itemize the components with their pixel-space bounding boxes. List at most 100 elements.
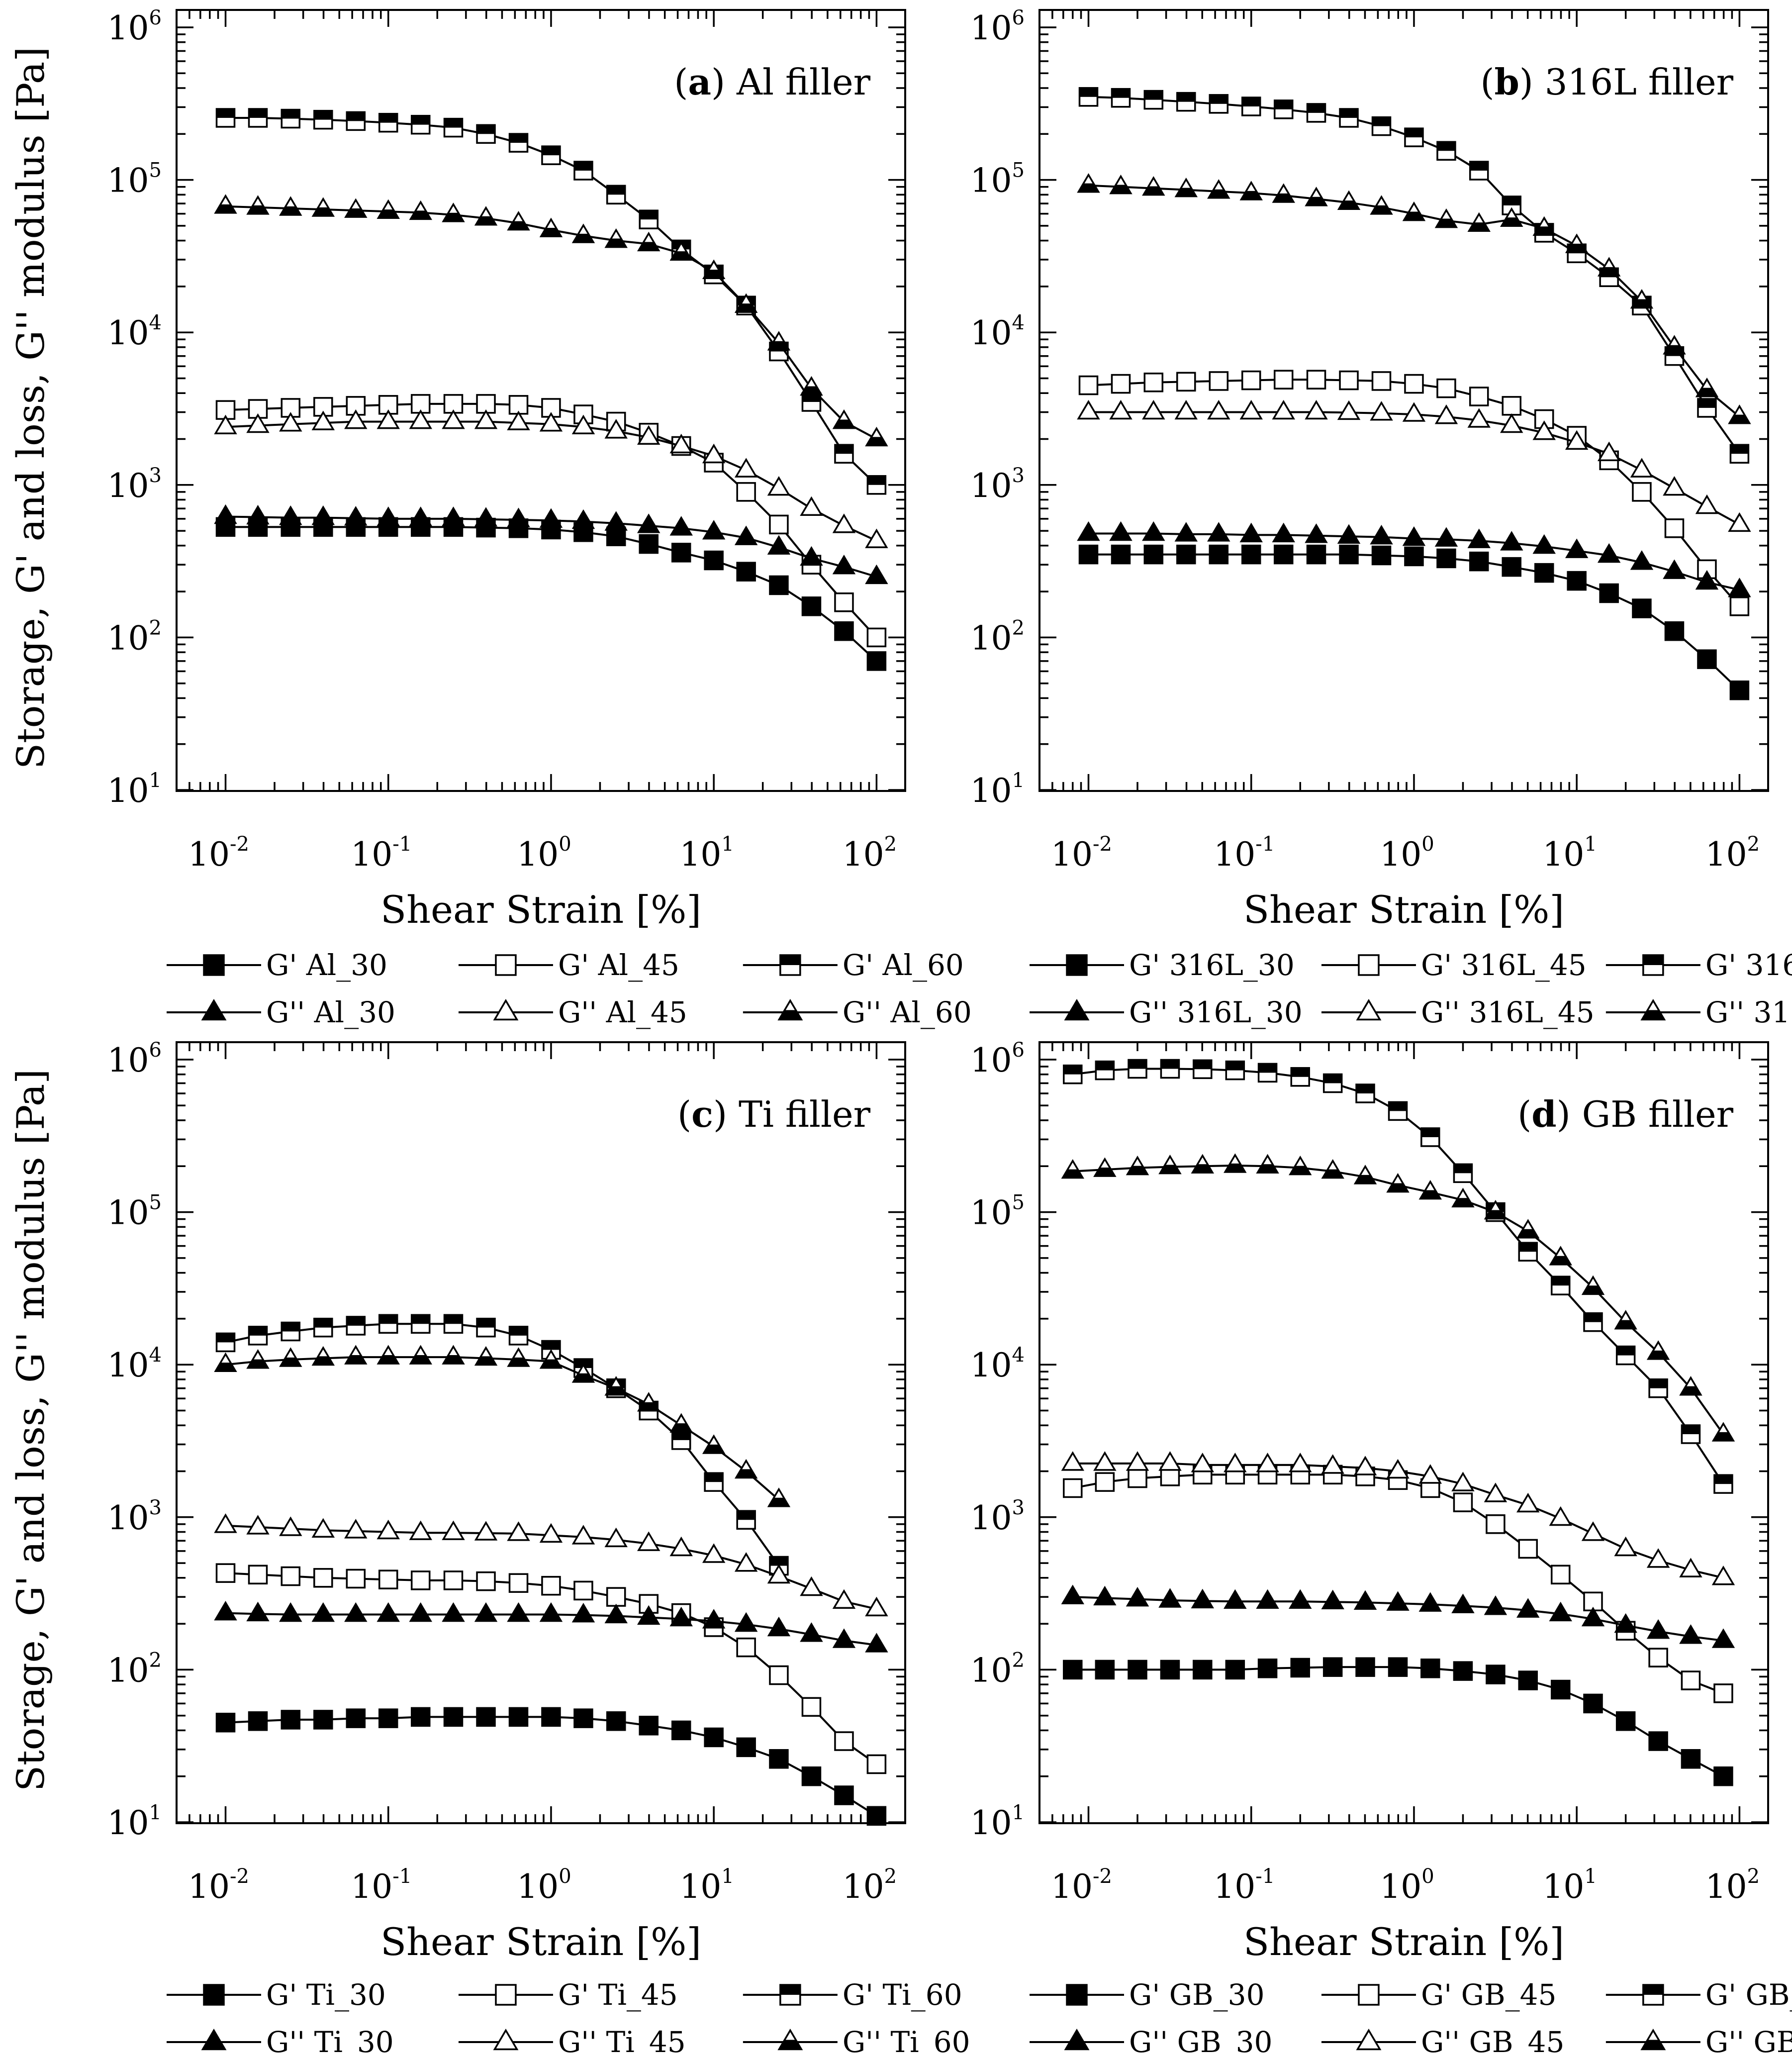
- data-point: [573, 1580, 593, 1601]
- data-point: [246, 195, 270, 215]
- data-point: [734, 1552, 758, 1572]
- data-point: [1256, 1453, 1279, 1472]
- data-point: [734, 293, 758, 313]
- data-point: [1063, 1478, 1083, 1498]
- data-point: [1681, 1424, 1701, 1444]
- data-point: [1256, 1589, 1279, 1609]
- data-point: [474, 206, 498, 226]
- data-point: [1239, 522, 1263, 543]
- data-point: [1518, 1539, 1538, 1559]
- legend-label: G'' Al_30: [266, 995, 395, 1029]
- data-point: [409, 409, 432, 429]
- data-point: [1322, 1657, 1343, 1677]
- legend-entry: G' 316L_45: [1321, 948, 1587, 982]
- data-point: [1063, 1064, 1083, 1084]
- data-point: [1388, 1101, 1408, 1121]
- data-point: [1453, 1163, 1473, 1183]
- data-point: [1402, 526, 1426, 546]
- data-point: [1126, 1156, 1149, 1175]
- data-point: [1272, 399, 1295, 420]
- data-point: [1469, 551, 1489, 572]
- y-tick-label: 104: [107, 311, 162, 352]
- data-point: [1500, 531, 1523, 551]
- data-point: [246, 1601, 270, 1622]
- data-point: [1339, 370, 1359, 391]
- data-point: [1484, 1482, 1508, 1502]
- data-point: [1502, 396, 1521, 416]
- data-point: [1486, 1514, 1506, 1534]
- legend-marker: [201, 2028, 227, 2051]
- x-tick-label: 102: [843, 833, 897, 874]
- y-tick-label: 105: [107, 1191, 162, 1232]
- data-point: [1306, 103, 1326, 123]
- series-G'' Al_60: [214, 194, 888, 447]
- y-tick-label: 106: [970, 6, 1025, 47]
- data-point: [1224, 1453, 1247, 1472]
- data-point: [571, 1363, 595, 1383]
- data-point: [1567, 571, 1587, 591]
- data-point: [1615, 1711, 1636, 1731]
- data-point: [507, 211, 530, 231]
- data-point: [1467, 212, 1491, 232]
- data-point: [736, 562, 756, 582]
- legend-label: G'' 316L_45: [1421, 995, 1595, 1029]
- x-tick-label: 10-2: [188, 833, 249, 874]
- data-point: [1681, 1749, 1701, 1769]
- series-G' Al_30: [215, 517, 887, 671]
- data-point: [1451, 1187, 1475, 1208]
- data-point: [702, 1543, 726, 1563]
- panel-a: 101 102 103 104 105 106 10-2 10-1 100 101 102 Shear…: [107, 6, 972, 1029]
- panel-title: (b) 316L filler: [1480, 61, 1733, 103]
- legend-marker: [203, 1984, 225, 2006]
- data-point: [279, 412, 302, 432]
- data-point: [769, 575, 789, 595]
- data-point: [1679, 1376, 1702, 1396]
- data-point: [767, 331, 791, 351]
- data-point: [736, 1510, 756, 1530]
- x-axis-label: Shear Strain [%]: [1243, 887, 1564, 932]
- panel-d: 101 102 103 104 105 106 10-2 10-1 100 101 102 Shear…: [970, 1039, 1792, 2057]
- data-point: [215, 1712, 236, 1733]
- data-point: [313, 1568, 333, 1588]
- data-point: [346, 111, 366, 131]
- data-point: [1207, 399, 1230, 420]
- data-point: [215, 108, 236, 128]
- data-point: [344, 1345, 368, 1365]
- data-point: [378, 112, 398, 133]
- data-point: [767, 535, 791, 555]
- data-point: [1077, 173, 1100, 193]
- data-point: [377, 1602, 400, 1622]
- data-point: [1207, 179, 1230, 199]
- legend-label: G' 316L_45: [1421, 948, 1587, 982]
- legend-marker: [777, 2028, 803, 2051]
- data-point: [1402, 201, 1426, 221]
- data-point: [508, 1326, 529, 1346]
- panel-title: (c) Ti filler: [677, 1093, 871, 1135]
- data-point: [702, 1609, 726, 1629]
- data-point: [1142, 399, 1165, 420]
- legend-entry: G' 316L_60: [1605, 948, 1792, 982]
- legend-marker: [1064, 2028, 1090, 2051]
- legend-entry: G' Al_60: [743, 948, 964, 982]
- data-point: [1290, 1067, 1310, 1087]
- legend-entry: G'' GB_45: [1321, 2025, 1564, 2057]
- data-point: [702, 520, 726, 540]
- data-point: [604, 228, 628, 248]
- data-point: [1224, 1589, 1247, 1609]
- data-point: [865, 564, 888, 585]
- legend-marker: [1356, 998, 1382, 1021]
- data-point: [1418, 1592, 1442, 1612]
- data-point: [1664, 621, 1685, 641]
- data-point: [474, 409, 498, 429]
- data-point: [671, 1720, 691, 1741]
- data-point: [1078, 544, 1099, 565]
- data-point: [1418, 1464, 1442, 1484]
- data-point: [734, 1459, 758, 1479]
- data-point: [1486, 1665, 1506, 1684]
- data-point: [1599, 583, 1619, 603]
- data-point: [1451, 1593, 1475, 1613]
- series-G'' Ti_30: [214, 1600, 888, 1653]
- data-point: [1663, 335, 1686, 355]
- data-point: [246, 413, 270, 433]
- data-point: [442, 409, 465, 429]
